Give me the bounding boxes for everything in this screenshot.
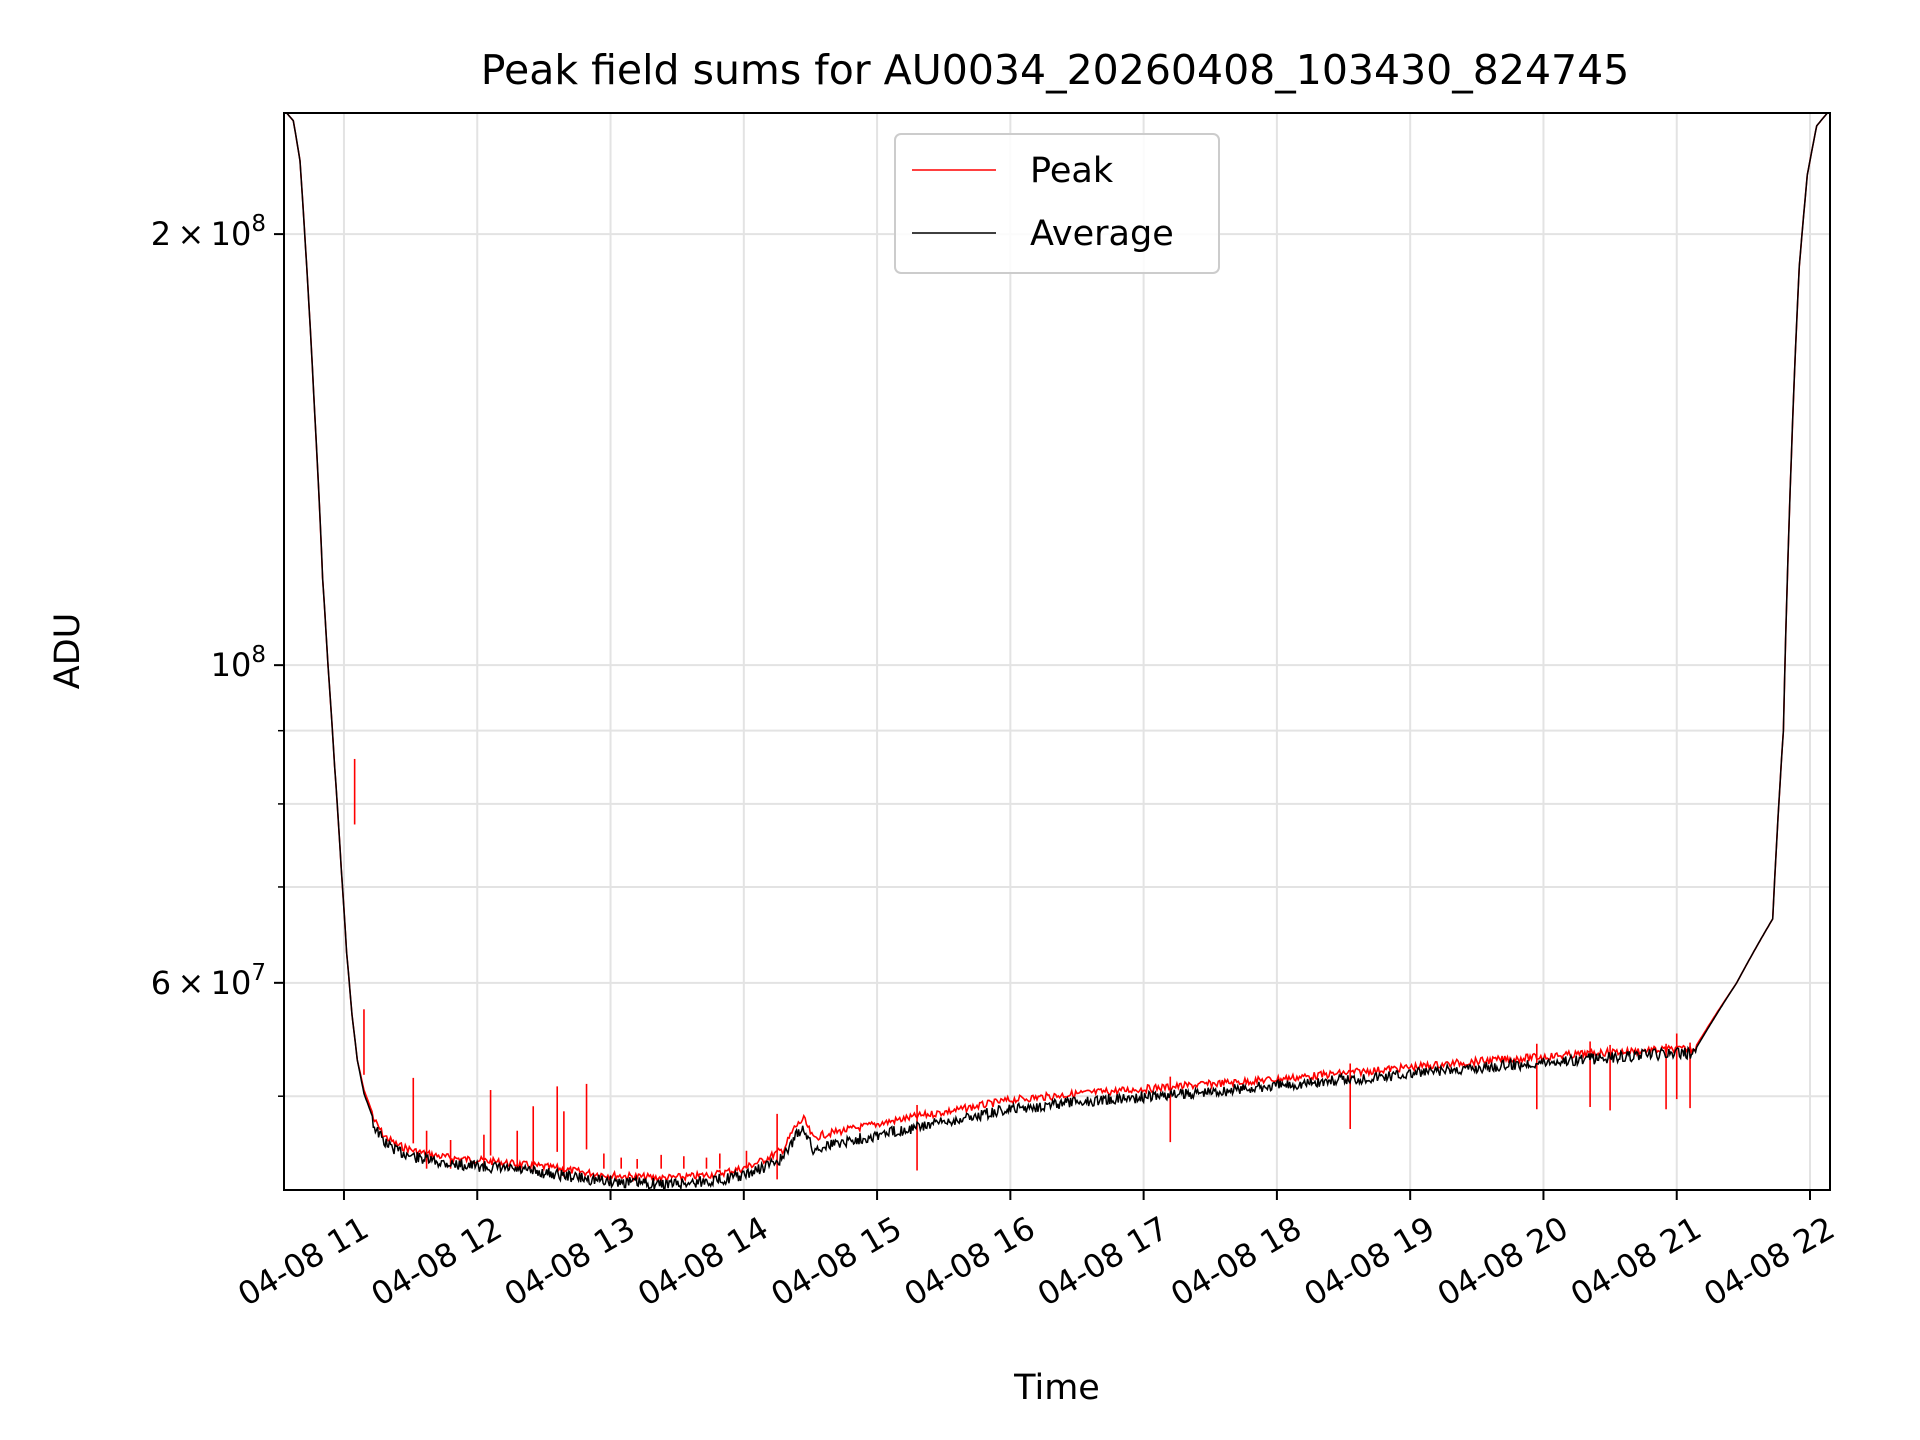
legend-box (894, 133, 1220, 274)
series-average-line (286, 113, 1828, 1190)
y-axis-label: ADU (48, 613, 88, 690)
legend-peak-label: Peak (1030, 151, 1114, 191)
legend-average-label: Average (1030, 214, 1174, 254)
y-tick-label: 2 × 108 (151, 211, 266, 253)
grid-lines (284, 113, 1830, 1190)
plot-area (286, 113, 1828, 1190)
chart-title: Peak field sums for AU0034_20260408_1034… (481, 46, 1630, 94)
legend: Peak Average (894, 133, 1220, 274)
axes-frame (283, 112, 1831, 1191)
x-axis-label: Time (1013, 1368, 1100, 1408)
y-tick-label: 6 × 107 (151, 960, 266, 1002)
